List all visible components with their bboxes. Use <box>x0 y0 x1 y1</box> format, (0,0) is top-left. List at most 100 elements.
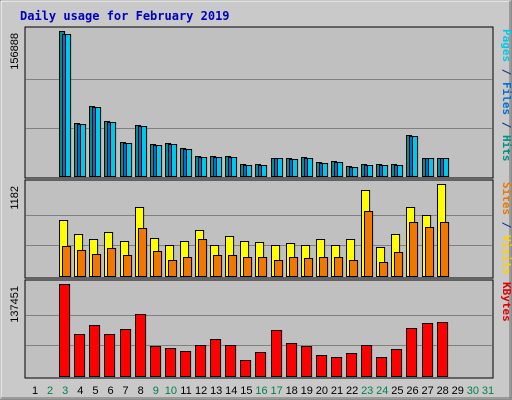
visits-bar-sites-day-23 <box>364 211 374 277</box>
hits-legend-3: / <box>500 115 512 135</box>
x-tick-label-day-19: 19 <box>301 385 313 397</box>
x-tick-label-day-15: 15 <box>240 385 252 397</box>
x-tick-label-day-23: 23 <box>361 385 373 397</box>
x-tick-label-day-30: 30 <box>467 385 479 397</box>
x-tick-label-day-2: 2 <box>47 385 53 397</box>
visits-bar-sites-day-28 <box>440 222 450 277</box>
kbytes-bar-kbytes-day-17 <box>271 330 283 377</box>
hits-bar-pages-day-25 <box>397 165 404 177</box>
panel-visits: 1182 Sites / Visits <box>9 179 512 279</box>
x-tick-label-day-3: 3 <box>62 385 68 397</box>
hits-bar-pages-day-3 <box>65 34 72 177</box>
x-tick-label-day-9: 9 <box>153 385 159 397</box>
x-axis-day-labels: 1 2 3 4 5 6 7 8 9 10 11 12 13 14 15 16 17 18 19 20 21 22 23 24 2… <box>32 385 494 397</box>
kbytes-bar-kbytes-day-7 <box>120 329 132 377</box>
kbytes-legend-0: KBytes <box>500 282 512 322</box>
hits-bar-pages-day-23 <box>367 165 374 177</box>
x-tick-label-day-27: 27 <box>421 385 433 397</box>
hits-bar-pages-day-8 <box>141 126 148 177</box>
visits-bar-sites-day-7 <box>123 255 133 277</box>
visits-bar-sites-day-14 <box>228 255 238 277</box>
kbytes-bar-kbytes-day-16 <box>255 352 267 377</box>
visits-bar-sites-day-20 <box>319 257 329 277</box>
hits-bar-pages-day-18 <box>292 159 299 177</box>
hits-bar-pages-day-13 <box>216 157 223 177</box>
x-tick-label-day-8: 8 <box>138 385 144 397</box>
hits-legend-0: Pages <box>500 29 512 62</box>
x-tick-label-day-24: 24 <box>376 385 388 397</box>
hits-bar-pages-day-17 <box>277 158 284 177</box>
x-tick-label-day-28: 28 <box>437 385 449 397</box>
visits-legend-1: / <box>500 215 512 235</box>
hits-bar-pages-day-9 <box>156 145 163 177</box>
hits-bar-pages-day-14 <box>231 157 238 177</box>
hits-bar-pages-day-12 <box>201 157 208 177</box>
kbytes-bar-kbytes-day-4 <box>74 334 86 377</box>
hits-series-pages <box>65 34 450 177</box>
hits-bar-pages-day-4 <box>80 124 87 177</box>
hits-bar-pages-day-20 <box>322 163 329 177</box>
kbytes-bar-kbytes-day-15 <box>240 360 252 377</box>
kbytes-bar-kbytes-day-6 <box>104 334 116 377</box>
kbytes-bar-kbytes-day-21 <box>331 357 343 377</box>
hits-bar-pages-day-5 <box>95 107 102 177</box>
kbytes-max-label: 137451 <box>9 286 21 323</box>
chart-panels: 156888 Pages / Files / Hits 1182 Sites / Vi… <box>9 26 512 379</box>
hits-max-label: 156888 <box>9 33 21 70</box>
visits-bar-sites-day-25 <box>394 252 404 277</box>
visits-bar-sites-day-27 <box>425 227 435 277</box>
x-tick-label-day-21: 21 <box>331 385 343 397</box>
hits-bar-pages-day-26 <box>412 136 419 177</box>
visits-bar-sites-day-6 <box>107 248 117 277</box>
visits-bar-sites-day-4 <box>77 250 87 277</box>
x-tick-label-day-20: 20 <box>316 385 328 397</box>
hits-legend-label: Pages / Files / Hits <box>500 29 512 162</box>
x-tick-label-day-29: 29 <box>452 385 464 397</box>
x-tick-label-day-5: 5 <box>92 385 98 397</box>
hits-bar-pages-day-21 <box>337 162 344 177</box>
x-tick-label-day-12: 12 <box>195 385 207 397</box>
x-tick-label-day-18: 18 <box>286 385 298 397</box>
visits-bar-sites-day-3 <box>62 246 72 277</box>
x-tick-label-day-16: 16 <box>255 385 267 397</box>
kbytes-bar-kbytes-day-14 <box>225 345 237 377</box>
kbytes-bar-kbytes-day-10 <box>165 348 177 377</box>
hits-bar-pages-day-27 <box>428 158 435 177</box>
kbytes-bar-kbytes-day-12 <box>195 345 207 377</box>
kbytes-bar-kbytes-day-9 <box>150 346 162 377</box>
kbytes-bar-kbytes-day-27 <box>422 323 434 377</box>
x-tick-label-day-14: 14 <box>225 385 237 397</box>
x-tick-label-day-11: 11 <box>180 385 191 397</box>
x-tick-label-day-6: 6 <box>107 385 113 397</box>
hits-legend-4: Hits <box>500 135 512 162</box>
kbytes-bar-kbytes-day-11 <box>180 351 192 377</box>
visits-bar-sites-day-5 <box>92 254 102 277</box>
visits-bar-sites-day-12 <box>198 239 208 277</box>
x-tick-label-day-25: 25 <box>391 385 403 397</box>
kbytes-bar-kbytes-day-20 <box>316 355 328 377</box>
visits-bar-sites-day-15 <box>243 257 253 277</box>
kbytes-bar-kbytes-day-25 <box>391 349 403 377</box>
visits-bar-sites-day-22 <box>349 260 359 277</box>
kbytes-bar-kbytes-day-5 <box>89 325 101 377</box>
x-tick-label-day-7: 7 <box>123 385 129 397</box>
hits-bar-pages-day-16 <box>261 165 268 177</box>
visits-bar-sites-day-8 <box>138 228 148 277</box>
kbytes-bar-kbytes-day-22 <box>346 353 358 377</box>
hits-bar-pages-day-15 <box>246 165 253 177</box>
x-tick-label-day-1: 1 <box>32 385 38 397</box>
hits-bar-pages-day-7 <box>126 143 133 177</box>
chart-title: Daily usage for February 2019 <box>20 9 230 23</box>
visits-bar-sites-day-18 <box>289 257 299 277</box>
visits-bar-sites-day-26 <box>409 222 419 277</box>
visits-bar-sites-day-17 <box>274 260 284 277</box>
hits-bar-pages-day-11 <box>186 149 193 177</box>
kbytes-bar-kbytes-day-8 <box>135 314 147 377</box>
kbytes-bar-kbytes-day-19 <box>301 346 313 377</box>
visits-series-sites <box>62 211 450 277</box>
x-tick-label-day-22: 22 <box>346 385 358 397</box>
kbytes-bar-kbytes-day-28 <box>437 322 449 377</box>
panel-hits: 156888 Pages / Files / Hits <box>9 26 512 179</box>
visits-bar-sites-day-16 <box>258 257 268 277</box>
